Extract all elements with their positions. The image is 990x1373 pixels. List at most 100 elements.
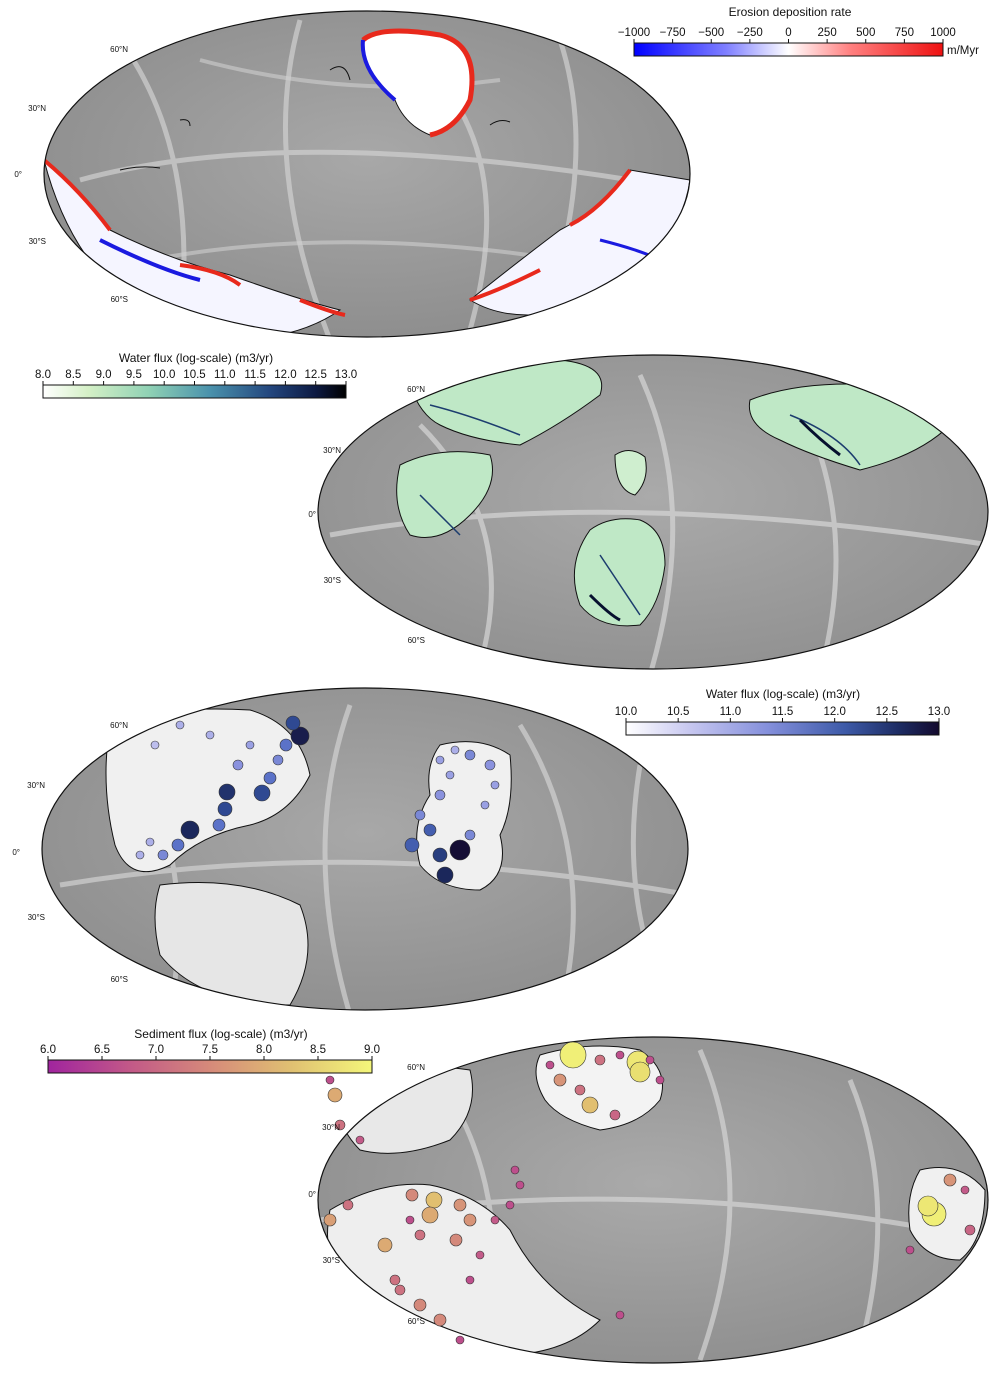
outlet-marker (510, 1165, 520, 1175)
water-flux-map-svg: 60°N 30°N 0° 30°S 60°S Water flux (log-s… (35, 351, 989, 670)
outlet-marker (218, 783, 236, 801)
outlet-marker (594, 1054, 606, 1066)
outlet-marker (553, 1073, 567, 1087)
outlet-marker (433, 1313, 447, 1327)
colorbar-unit: m/Myr (947, 45, 979, 57)
colorbar-tick-label: 11.0 (214, 369, 236, 381)
colorbar-gradient (625, 721, 940, 736)
outlet-marker (342, 1199, 354, 1211)
outlet-marker (212, 818, 226, 832)
colorbar-gradient (47, 1059, 373, 1074)
lat-label-60n: 60°N (110, 45, 128, 54)
outlet-marker (421, 1206, 439, 1224)
outlet-marker (581, 1096, 599, 1114)
outlet-marker (285, 715, 301, 731)
outlet-marker (404, 837, 420, 853)
erosion-map-svg: 60°N 30°N 0° 30°S 60°S Erosion depositio… (14, 5, 979, 338)
colorbar-tick-label: 10.5 (667, 706, 689, 718)
colorbar-tick-label: −500 (698, 27, 724, 39)
colorbar-title: Water flux (log-scale) (m3/yr) (706, 687, 860, 701)
deposition-band (99, 238, 201, 282)
lat-label-60n: 60°N (110, 721, 128, 730)
panel-erosion: 60°N 30°N 0° 30°S 60°S Erosion depositio… (0, 0, 990, 345)
colorbar-tick-label: 9.0 (364, 1044, 380, 1056)
ridge-line (329, 373, 988, 669)
outlet-marker (449, 839, 471, 861)
outlet-marker (464, 749, 476, 761)
colorbar-title: Erosion deposition rate (729, 5, 852, 19)
outlet-marker (405, 1188, 419, 1202)
sediment-outlets-map-svg: 60°N 30°N 0° 30°S 60°S Sediment flux (lo… (40, 1027, 989, 1364)
outlet-marker (145, 837, 155, 847)
colorbar-tick-label: −250 (737, 27, 763, 39)
colorbar-title: Sediment flux (log-scale) (m3/yr) (134, 1027, 307, 1041)
outlet-marker (464, 829, 476, 841)
outlet-marker (245, 740, 255, 750)
lat-label-30n: 30°N (323, 446, 341, 455)
outlet-marker (180, 820, 200, 840)
lat-label-60s: 60°S (111, 975, 128, 984)
colorbar-tick-label: 11.5 (772, 706, 794, 718)
colorbar-tick-label: −750 (660, 27, 686, 39)
continent-west (105, 708, 311, 873)
lat-label-60s: 60°S (408, 1317, 425, 1326)
outlet-marker (435, 755, 445, 765)
lat-label-0: 0° (14, 170, 22, 179)
panel-sediment-flux-outlets: 60°N 30°N 0° 30°S 60°S Sediment flux (lo… (0, 1020, 990, 1368)
colorbar-tick-label: 8.5 (310, 1044, 326, 1056)
colorbar-tick-label: 750 (895, 27, 914, 39)
outlet-marker (960, 1185, 970, 1195)
outlet-marker (436, 866, 454, 884)
colorbar-gradient (42, 384, 347, 399)
colorbar-tick-label: 500 (856, 27, 875, 39)
colorbar-tick-label: 250 (818, 27, 837, 39)
colorbar-tick-label: 12.5 (305, 369, 327, 381)
outlet-marker (355, 1135, 365, 1145)
outlet-marker (425, 1191, 443, 1209)
colorbar-tick-label: 6.0 (40, 1044, 56, 1056)
outlet-marker (389, 1274, 401, 1286)
colorbar-tick-label: 12.0 (274, 369, 296, 381)
outlet-marker (217, 801, 233, 817)
outlet-marker (484, 759, 496, 771)
outlet-marker (434, 789, 446, 801)
continent-central (573, 518, 666, 627)
colorbar-tick-label: 13.0 (335, 369, 357, 381)
continent-east (416, 741, 512, 891)
outlet-markers (323, 1041, 976, 1345)
colorbar-water-flux-outlets: Water flux (log-scale) (m3/yr) 10.0 10.5 1… (615, 687, 950, 736)
outlet-marker (290, 726, 310, 746)
lat-label-60n: 60°N (407, 385, 425, 394)
outlet-marker (263, 771, 277, 785)
lat-label-30s: 30°S (28, 913, 45, 922)
outlet-marker (394, 1284, 406, 1296)
colorbar-tick-label: −1000 (618, 27, 650, 39)
lat-label-60s: 60°S (111, 295, 128, 304)
colorbar-tick-label: 8.5 (65, 369, 81, 381)
lat-label-30n: 30°N (28, 104, 46, 113)
outlet-marker (327, 1087, 343, 1103)
outlet-marker (450, 745, 460, 755)
outlet-marker (490, 1215, 500, 1225)
outlet-marker (964, 1224, 976, 1236)
outlet-marker (423, 823, 437, 837)
colorbar-tick-label: 8.0 (256, 1044, 272, 1056)
outlet-marker (645, 1055, 655, 1065)
colorbar-tick-label: 12.0 (823, 706, 845, 718)
colorbar-erosion: Erosion deposition rate −1000 −750 −500 −25… (618, 5, 979, 57)
colorbar-title: Water flux (log-scale) (m3/yr) (119, 351, 273, 365)
outlet-marker (171, 838, 185, 852)
outlet-marker (463, 1213, 477, 1227)
outlet-marker (279, 738, 293, 752)
outlet-marker (414, 1229, 426, 1241)
lat-label-0: 0° (308, 1190, 316, 1199)
colorbar-tick-label: 8.0 (35, 369, 51, 381)
outlet-marker (413, 1298, 427, 1312)
outlet-marker (465, 1275, 475, 1285)
outlet-marker (405, 1215, 415, 1225)
globe-outline (43, 10, 691, 338)
outlet-marker (455, 1335, 465, 1345)
water-outlets-map-svg: 60°N 30°N 0° 30°S 60°S Water flux (log-s… (12, 687, 950, 1011)
outlet-marker (559, 1041, 587, 1069)
lat-label-30n: 30°N (322, 1123, 340, 1132)
